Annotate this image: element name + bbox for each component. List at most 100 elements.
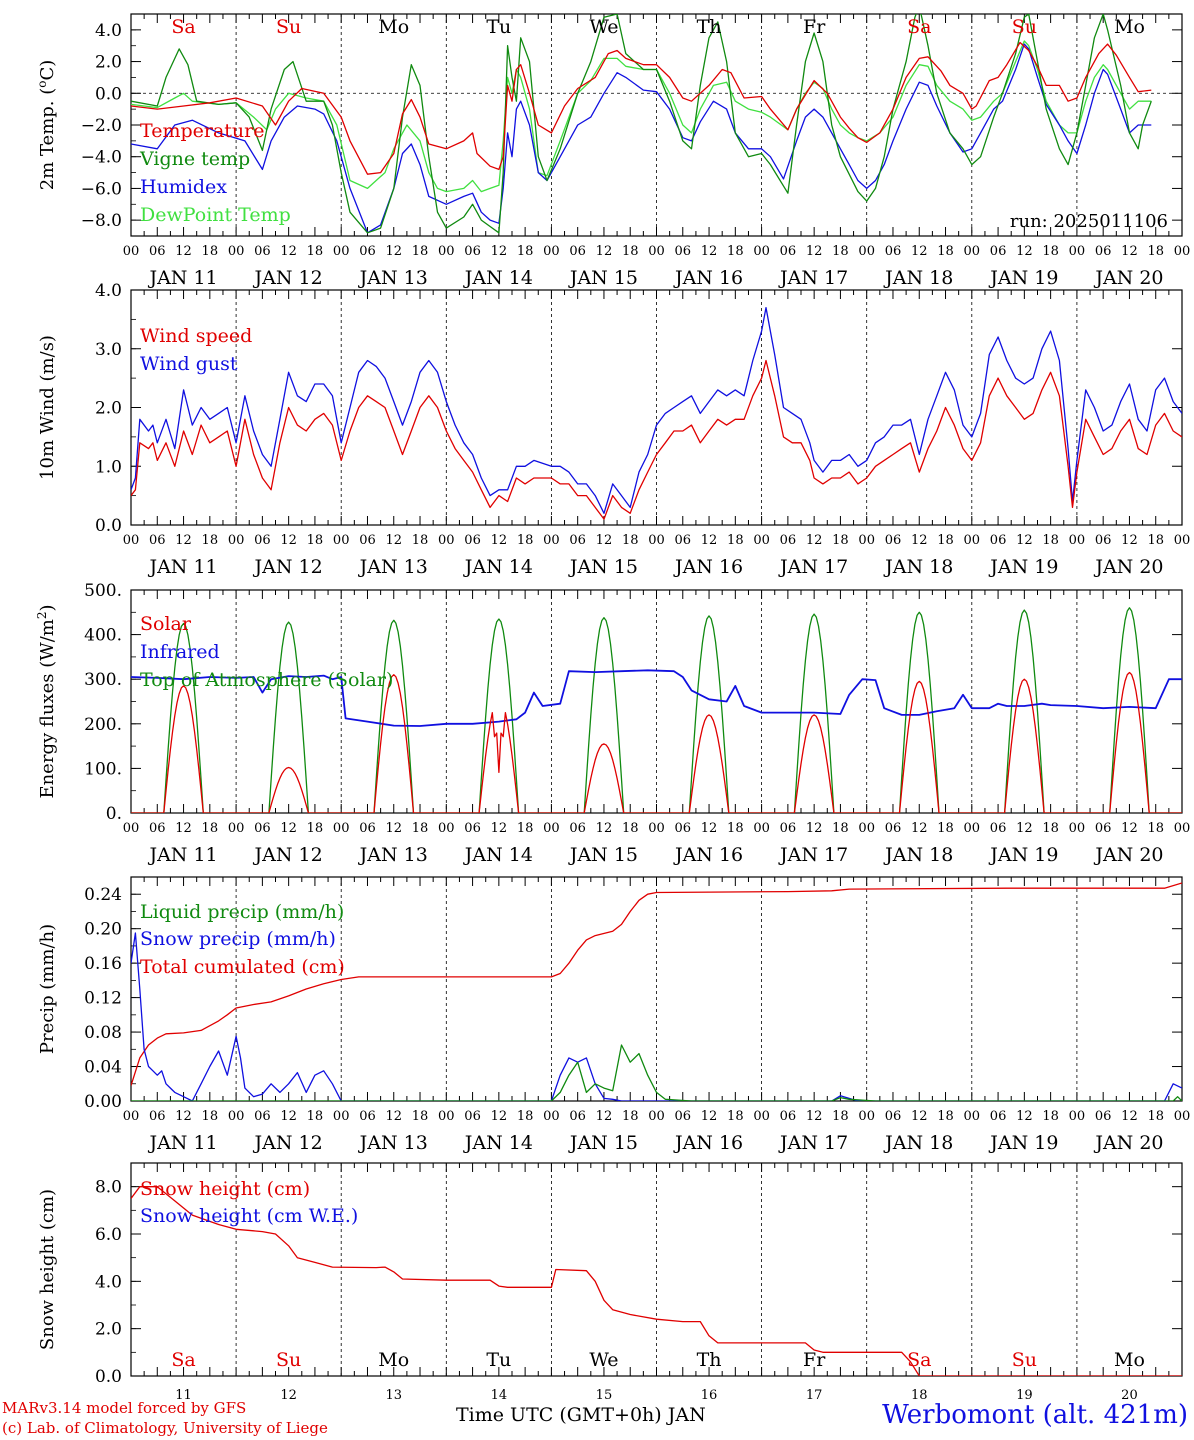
hour-label: 06 — [569, 1109, 586, 1124]
series-line-humidex — [131, 43, 1152, 234]
hour-label: 12 — [1016, 1109, 1033, 1124]
hour-label: 18 — [1042, 244, 1059, 259]
model-credit: MARv3.14 model forced by GFS (c) Lab. of… — [2, 1398, 328, 1438]
hour-label: 06 — [780, 533, 797, 548]
hour-label: 00 — [1174, 1109, 1191, 1124]
hour-label: 06 — [885, 1109, 902, 1124]
hour-label: 00 — [1174, 533, 1191, 548]
y-tick-label: 2.0 — [95, 53, 122, 73]
hour-label: 06 — [359, 1109, 376, 1124]
date-label: JAN 16 — [673, 1132, 743, 1154]
day-number-label: 18 — [911, 1388, 928, 1403]
legend-label: Top of Atmosphere (Solar) — [140, 669, 393, 691]
date-label: JAN 12 — [253, 844, 323, 866]
hour-label: 18 — [412, 1109, 429, 1124]
hour-label: 06 — [464, 1109, 481, 1124]
date-label: JAN 13 — [358, 556, 428, 578]
hour-label: 18 — [517, 1109, 534, 1124]
hour-label: 06 — [990, 244, 1007, 259]
y-tick-label: −8.0 — [81, 211, 122, 231]
date-label: JAN 14 — [463, 844, 533, 866]
hour-label: 18 — [937, 821, 954, 836]
hour-label: 06 — [149, 1109, 166, 1124]
weekday-label: Sa — [171, 1349, 195, 1371]
hour-label: 18 — [1147, 533, 1164, 548]
hour-label: 18 — [202, 533, 219, 548]
date-label: JAN 11 — [147, 844, 217, 866]
weekday-label: We — [589, 16, 618, 38]
hour-label: 06 — [780, 821, 797, 836]
hour-label: 00 — [123, 533, 140, 548]
date-label: JAN 11 — [147, 556, 217, 578]
hour-label: 06 — [254, 1109, 271, 1124]
hour-label: 00 — [964, 821, 981, 836]
hour-label: 12 — [385, 533, 402, 548]
hour-label: 12 — [280, 244, 297, 259]
hour-label: 06 — [464, 821, 481, 836]
hour-label: 12 — [1121, 821, 1138, 836]
time-axis-label: Time UTC (GMT+0h) JAN — [456, 1404, 706, 1426]
series-line-total-cumulated-cm — [131, 882, 1182, 1086]
y-tick-label: −6.0 — [81, 179, 122, 199]
day-number-label: 15 — [596, 1388, 613, 1403]
hour-label: 06 — [569, 244, 586, 259]
hour-label: 12 — [175, 821, 192, 836]
hour-label: 00 — [648, 821, 665, 836]
y-tick-label: 8.0 — [95, 1178, 122, 1198]
hour-label: 18 — [412, 244, 429, 259]
hour-label: 00 — [438, 533, 455, 548]
hour-label: 06 — [675, 821, 692, 836]
hour-label: 18 — [832, 244, 849, 259]
hour-label: 00 — [1174, 244, 1191, 259]
weekday-label: Fr — [803, 1349, 826, 1371]
hour-label: 12 — [1016, 533, 1033, 548]
y-tick-label: 0.00 — [84, 1092, 122, 1112]
legend-label: Liquid precip (mm/h) — [140, 901, 344, 923]
date-label: JAN 17 — [778, 267, 848, 289]
hour-label: 00 — [333, 1109, 350, 1124]
weekday-label: Su — [276, 1349, 301, 1371]
hour-label: 18 — [622, 821, 639, 836]
day-number-label: 12 — [280, 1388, 297, 1403]
day-number-label: 11 — [175, 1388, 192, 1403]
hour-label: 06 — [885, 821, 902, 836]
panel-2: 0.0 1.0 2.0 3.0 4.0 10m Wind (m/s) 00 06 12 18 JAN… — [37, 281, 1190, 578]
y-tick-label: 400. — [84, 626, 122, 646]
weekday-label: Su — [1012, 1349, 1037, 1371]
weekday-label: Fr — [803, 16, 826, 38]
hour-label: 12 — [280, 533, 297, 548]
hour-label: 12 — [701, 533, 718, 548]
date-label: JAN 15 — [568, 267, 638, 289]
legend-label: Snow precip (mm/h) — [140, 928, 336, 950]
hour-label: 00 — [1069, 1109, 1086, 1124]
hour-label: 18 — [1147, 821, 1164, 836]
series-line-dewpoint-temp — [131, 40, 1152, 193]
date-label: JAN 15 — [568, 1132, 638, 1154]
hour-label: 06 — [1095, 1109, 1112, 1124]
hour-label: 00 — [753, 1109, 770, 1124]
hour-label: 06 — [990, 821, 1007, 836]
date-label: JAN 13 — [358, 844, 428, 866]
hour-label: 00 — [1069, 821, 1086, 836]
hour-label: 06 — [569, 821, 586, 836]
hour-label: 00 — [964, 533, 981, 548]
hour-label: 18 — [412, 533, 429, 548]
y-tick-label: 3.0 — [95, 340, 122, 360]
date-label: JAN 18 — [883, 267, 953, 289]
series-line-snow-precip-mm-h — [131, 932, 1182, 1101]
hour-label: 00 — [123, 1109, 140, 1124]
hour-label: 06 — [990, 1109, 1007, 1124]
series-group — [131, 1186, 1182, 1376]
weekday-label: Mo — [378, 16, 409, 38]
date-label: JAN 19 — [988, 267, 1058, 289]
date-label: JAN 16 — [673, 844, 743, 866]
hour-label: 00 — [438, 244, 455, 259]
hour-label: 06 — [359, 244, 376, 259]
date-label: JAN 17 — [778, 844, 848, 866]
date-label: JAN 19 — [988, 556, 1058, 578]
hour-label: 06 — [1095, 533, 1112, 548]
y-axis-label: Snow height (cm) — [37, 1189, 58, 1350]
y-tick-label: 0.12 — [84, 989, 122, 1009]
credit-line-1: MARv3.14 model forced by GFS — [2, 1399, 247, 1417]
series-line-top-of-atmosphere-solar — [131, 607, 1182, 813]
